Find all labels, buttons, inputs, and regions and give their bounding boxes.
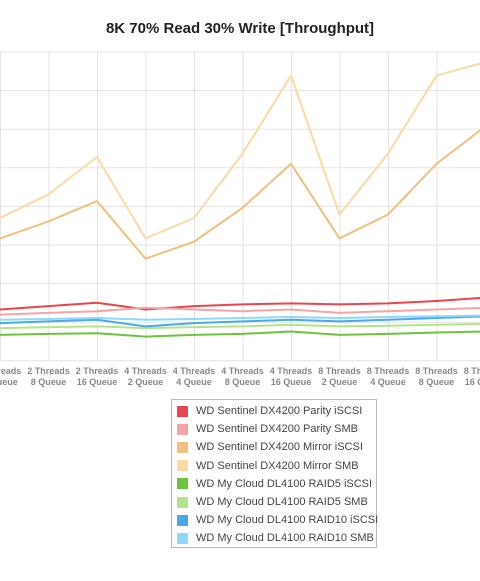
- legend-swatch: [177, 441, 188, 453]
- legend-swatch: [177, 460, 188, 472]
- legend-swatch: [177, 478, 188, 490]
- legend-label: WD My Cloud DL4100 RAID10 iSCSI: [196, 514, 379, 527]
- legend-item: WD Sentinel DX4200 Mirror iSCSI: [177, 438, 376, 456]
- legend-label: WD Sentinel DX4200 Mirror SMB: [196, 459, 359, 472]
- x-tick-label: 4 Threads 8 Queue: [221, 366, 264, 387]
- legend-item: WD My Cloud DL4100 RAID5 SMB: [177, 493, 376, 511]
- legend-label: WD Sentinel DX4200 Parity SMB: [196, 423, 359, 436]
- series-line-2: [0, 306, 480, 316]
- x-tick-label: 8 Threads 8 Queue: [415, 366, 458, 387]
- chart-title: 8K 70% Read 30% Write [Throughput]: [105, 20, 375, 37]
- x-tick-label: 2 Threads 16 Queue: [76, 366, 119, 387]
- legend-item: WD Sentinel DX4200 Parity SMB: [177, 420, 376, 438]
- x-tick-label: 2 Threads 8 Queue: [27, 366, 70, 387]
- series-line-3: [0, 129, 480, 260]
- series-line-7: [0, 315, 480, 328]
- legend-swatch: [177, 423, 188, 435]
- legend-label: WD My Cloud DL4100 RAID10 SMB: [196, 532, 374, 545]
- legend-item: WD My Cloud DL4100 RAID5 iSCSI: [177, 475, 376, 493]
- legend-swatch: [177, 496, 188, 508]
- series-line-8: [0, 314, 480, 321]
- x-tick-label: 4 Threads 4 Queue: [173, 366, 216, 387]
- x-tick-label: 4 Threads 2 Queue: [124, 366, 167, 387]
- legend-item: WD Sentinel DX4200 Parity iSCSI: [177, 402, 376, 420]
- x-tick-label: 8 Threads 4 Queue: [367, 366, 410, 387]
- legend-item: WD My Cloud DL4100 RAID10 SMB: [177, 529, 376, 547]
- series-lines: [0, 62, 480, 338]
- x-tick-label: 4 Threads 16 Queue: [270, 366, 313, 387]
- grid: [0, 51, 480, 362]
- legend-label: WD My Cloud DL4100 RAID5 iSCSI: [196, 477, 373, 490]
- series-line-6: [0, 322, 480, 330]
- legend: WD Sentinel DX4200 Parity iSCSI WD Sentin…: [171, 399, 379, 548]
- legend-swatch: [177, 405, 188, 417]
- series-line-1: [0, 296, 480, 311]
- legend-label: WD Sentinel DX4200 Mirror iSCSI: [196, 441, 363, 454]
- series-line-5: [0, 330, 480, 338]
- legend-swatch: [177, 514, 188, 526]
- legend-item: WD My Cloud DL4100 RAID10 iSCSI: [177, 511, 379, 529]
- x-tick-label: 8 Threads 2 Queue: [318, 366, 361, 387]
- legend-item: WD Sentinel DX4200 Mirror SMB: [177, 457, 376, 475]
- legend-label: WD Sentinel DX4200 Parity iSCSI: [196, 405, 363, 418]
- series-line-4: [0, 62, 480, 240]
- legend-label: WD My Cloud DL4100 RAID5 SMB: [196, 496, 368, 509]
- legend-swatch: [177, 532, 188, 544]
